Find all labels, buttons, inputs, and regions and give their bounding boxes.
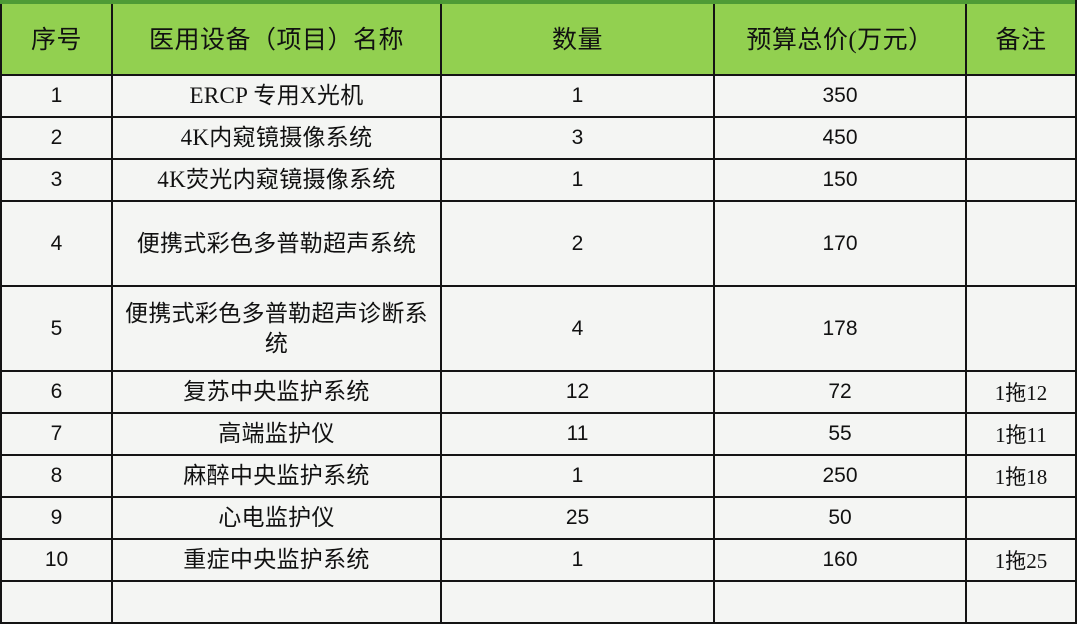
cell-qty: 4 bbox=[440, 285, 715, 372]
cell-name: 4K荧光内窥镜摄像系统 bbox=[111, 158, 442, 202]
table-row: 4 便携式彩色多普勒超声系统 2 170 bbox=[0, 200, 1077, 287]
cell-qty: 1 bbox=[440, 158, 715, 202]
cell-price: 55 bbox=[713, 412, 967, 456]
cell-note bbox=[965, 158, 1077, 202]
table-row: 3 4K荧光内窥镜摄像系统 1 150 bbox=[0, 158, 1077, 202]
cell-price: 250 bbox=[713, 454, 967, 498]
cell-qty: 2 bbox=[440, 200, 715, 287]
cell-qty: 1 bbox=[440, 538, 715, 582]
cell-seq: 2 bbox=[0, 116, 113, 160]
table-body: 1 ERCP 专用X光机 1 350 2 4K内窥镜摄像系统 3 450 3 4K荧光内窥镜摄像系… bbox=[0, 74, 1077, 624]
cell-price: 350 bbox=[713, 74, 967, 118]
cell-seq: 4 bbox=[0, 200, 113, 287]
cell-qty: 1 bbox=[440, 74, 715, 118]
cell-note bbox=[965, 580, 1077, 624]
cell-price: 50 bbox=[713, 496, 967, 540]
table-row: 10 重症中央监护系统 1 160 1拖25 bbox=[0, 538, 1077, 582]
column-header-name: 医用设备（项目）名称 bbox=[111, 0, 442, 76]
cell-price bbox=[713, 580, 967, 624]
table-row: 9 心电监护仪 25 50 bbox=[0, 496, 1077, 540]
cell-note bbox=[965, 200, 1077, 287]
cell-seq: 7 bbox=[0, 412, 113, 456]
cell-seq: 5 bbox=[0, 285, 113, 372]
cell-seq: 10 bbox=[0, 538, 113, 582]
cell-seq: 6 bbox=[0, 370, 113, 414]
cell-name: 便携式彩色多普勒超声系统 bbox=[111, 200, 442, 287]
cell-name: 4K内窥镜摄像系统 bbox=[111, 116, 442, 160]
cell-seq: 3 bbox=[0, 158, 113, 202]
table-header: 序号 医用设备（项目）名称 数量 预算总价(万元） 备注 bbox=[0, 0, 1077, 76]
cell-name: 便携式彩色多普勒超声诊断系统 bbox=[111, 285, 442, 372]
cell-price: 160 bbox=[713, 538, 967, 582]
column-header-seq: 序号 bbox=[0, 0, 113, 76]
header-row: 序号 医用设备（项目）名称 数量 预算总价(万元） 备注 bbox=[0, 0, 1077, 76]
cell-name: ERCP 专用X光机 bbox=[111, 74, 442, 118]
table-row: 8 麻醉中央监护系统 1 250 1拖18 bbox=[0, 454, 1077, 498]
table-row: 2 4K内窥镜摄像系统 3 450 bbox=[0, 116, 1077, 160]
cell-seq: 1 bbox=[0, 74, 113, 118]
table-row: 1 ERCP 专用X光机 1 350 bbox=[0, 74, 1077, 118]
column-header-price: 预算总价(万元） bbox=[713, 0, 967, 76]
cell-note bbox=[965, 285, 1077, 372]
column-header-qty: 数量 bbox=[440, 0, 715, 76]
cell-note: 1拖12 bbox=[965, 370, 1077, 414]
cell-price: 150 bbox=[713, 158, 967, 202]
cell-qty: 12 bbox=[440, 370, 715, 414]
cell-name: 高端监护仪 bbox=[111, 412, 442, 456]
cell-note bbox=[965, 116, 1077, 160]
cell-seq: 8 bbox=[0, 454, 113, 498]
cell-price: 170 bbox=[713, 200, 967, 287]
cell-name bbox=[111, 580, 442, 624]
cell-note bbox=[965, 496, 1077, 540]
cell-qty: 25 bbox=[440, 496, 715, 540]
cell-qty: 1 bbox=[440, 454, 715, 498]
cell-note: 1拖11 bbox=[965, 412, 1077, 456]
cell-note: 1拖25 bbox=[965, 538, 1077, 582]
cell-price: 72 bbox=[713, 370, 967, 414]
header-top-rule bbox=[0, 0, 1075, 4]
cell-qty: 11 bbox=[440, 412, 715, 456]
cell-note: 1拖18 bbox=[965, 454, 1077, 498]
cell-note bbox=[965, 74, 1077, 118]
cell-seq: 9 bbox=[0, 496, 113, 540]
cell-name: 重症中央监护系统 bbox=[111, 538, 442, 582]
cell-name: 复苏中央监护系统 bbox=[111, 370, 442, 414]
table-row: 6 复苏中央监护系统 12 72 1拖12 bbox=[0, 370, 1077, 414]
cell-name: 心电监护仪 bbox=[111, 496, 442, 540]
table-row bbox=[0, 580, 1077, 624]
column-header-note: 备注 bbox=[965, 0, 1077, 76]
cell-price: 178 bbox=[713, 285, 967, 372]
cell-name: 麻醉中央监护系统 bbox=[111, 454, 442, 498]
cell-qty: 3 bbox=[440, 116, 715, 160]
table-row: 5 便携式彩色多普勒超声诊断系统 4 178 bbox=[0, 285, 1077, 372]
table-row: 7 高端监护仪 11 55 1拖11 bbox=[0, 412, 1077, 456]
cell-qty bbox=[440, 580, 715, 624]
cell-seq bbox=[0, 580, 113, 624]
cell-price: 450 bbox=[713, 116, 967, 160]
